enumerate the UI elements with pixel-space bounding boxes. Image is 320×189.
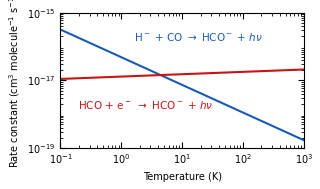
- Text: H$^-$ + CO $\rightarrow$ HCO$^-$ + $h\nu$: H$^-$ + CO $\rightarrow$ HCO$^-$ + $h\nu…: [133, 31, 263, 43]
- X-axis label: Temperature (K): Temperature (K): [143, 172, 222, 182]
- Y-axis label: Rate constant (cm$^3$ molecule$^{-1}$ s$^{-1}$): Rate constant (cm$^3$ molecule$^{-1}$ s$…: [7, 0, 22, 168]
- Text: HCO + e$^-$ $\rightarrow$ HCO$^-$ + $h\nu$: HCO + e$^-$ $\rightarrow$ HCO$^-$ + $h\n…: [77, 99, 213, 111]
